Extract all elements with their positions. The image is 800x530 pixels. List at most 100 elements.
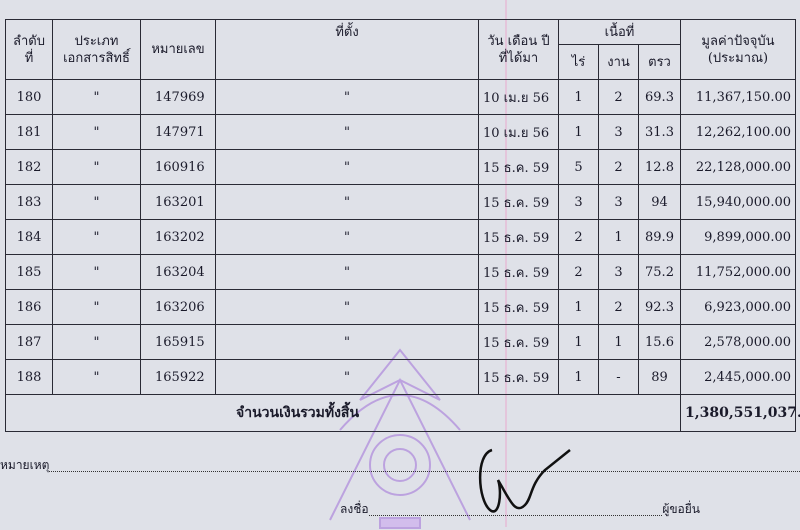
header-number: หมายเลข <box>140 19 216 80</box>
cell-doc-type: " <box>52 254 141 290</box>
signature-icon <box>478 448 571 513</box>
cell-wa: 15.6 <box>638 324 681 360</box>
cell-value: 11,752,000.00 <box>680 254 796 290</box>
cell-doc-type: " <box>52 359 141 395</box>
land-asset-table: ลำดับ ที่ ประเภท เอกสารสิทธิ์ หมายเลข ที… <box>5 19 800 432</box>
cell-ngan: 3 <box>598 184 639 220</box>
cell-ngan: - <box>598 359 639 395</box>
cell-doc-type: " <box>52 324 141 360</box>
cell-order: 180 <box>5 79 53 115</box>
cell-doc-type: " <box>52 149 141 185</box>
table-row: 184 " 163202 " 15 ธ.ค. 59 2 1 89.9 9,899,000.00 <box>5 219 796 255</box>
cell-order: 188 <box>5 359 53 395</box>
cell-number: 163201 <box>140 184 216 220</box>
cell-value: 2,445,000.00 <box>680 359 796 395</box>
total-value: 1,380,551,037.90 <box>680 394 800 432</box>
header-location: ที่ตั้ง <box>215 19 479 80</box>
cell-order: 185 <box>5 254 53 290</box>
cell-date: 10 เม.ย 56 <box>478 114 559 150</box>
cell-date: 15 ธ.ค. 59 <box>478 324 559 360</box>
total-label: จำนวนเงินรวมทั้งสิ้น <box>5 394 681 432</box>
cell-number: 163202 <box>140 219 216 255</box>
sign-label: ลงชื่อ <box>340 502 369 516</box>
table-row: 183 " 163201 " 15 ธ.ค. 59 3 3 94 15,940,000.00 <box>5 184 796 220</box>
header-rai: ไร่ <box>558 44 599 80</box>
cell-wa: 94 <box>638 184 681 220</box>
header-ngan: งาน <box>598 44 639 80</box>
cell-number: 163206 <box>140 289 216 325</box>
cell-date: 15 ธ.ค. 59 <box>478 219 559 255</box>
cell-rai: 1 <box>558 79 599 115</box>
cell-location: " <box>215 149 479 185</box>
cell-order: 186 <box>5 289 53 325</box>
cell-rai: 1 <box>558 289 599 325</box>
signature-line: ลงชื่อ ผู้ขอยื่น <box>340 500 700 519</box>
cell-location: " <box>215 79 479 115</box>
cell-wa: 92.3 <box>638 289 681 325</box>
table-row: 182 " 160916 " 15 ธ.ค. 59 5 2 12.8 22,128,000.00 <box>5 149 796 185</box>
cell-wa: 75.2 <box>638 254 681 290</box>
header-date: วัน เดือน ปี ที่ได้มา <box>478 19 559 80</box>
table-row: 188 " 165922 " 15 ธ.ค. 59 1-89 2,445,000.00 <box>5 359 796 395</box>
cell-location: " <box>215 184 479 220</box>
cell-value: 6,923,000.00 <box>680 289 796 325</box>
cell-order: 183 <box>5 184 53 220</box>
cell-location: " <box>215 219 479 255</box>
table-row: 186 " 163206 " 15 ธ.ค. 59 1 2 92.3 6,923,000.00 <box>5 289 796 325</box>
signer-role: ผู้ขอยื่น <box>662 502 700 516</box>
cell-location: " <box>215 254 479 290</box>
cell-rai: 2 <box>558 254 599 290</box>
header-order: ลำดับ ที่ <box>5 19 53 80</box>
total-row: จำนวนเงินรวมทั้งสิ้น 1,380,551,037.90 <box>5 394 800 432</box>
cell-rai: 1 <box>558 114 599 150</box>
cell-ngan: 3 <box>598 254 639 290</box>
header-area: เนื้อที่ <box>558 19 681 45</box>
cell-wa: 31.3 <box>638 114 681 150</box>
table-row: 181 " 147971 " 10 เม.ย 56 1 3 31.3 12,262,100.00 <box>5 114 796 150</box>
cell-rai: 1 <box>558 359 599 395</box>
cell-rai: 3 <box>558 184 599 220</box>
cell-wa: 12.8 <box>638 149 681 185</box>
cell-value: 15,940,000.00 <box>680 184 796 220</box>
cell-location: " <box>215 289 479 325</box>
cell-ngan: 1 <box>598 219 639 255</box>
table-row: 187 " 165915 " 15 ธ.ค. 59 1 1 15.6 2,578,000.00 <box>5 324 796 360</box>
cell-number: 147969 <box>140 79 216 115</box>
cell-value: 22,128,000.00 <box>680 149 796 185</box>
cell-number: 147971 <box>140 114 216 150</box>
cell-value: 9,899,000.00 <box>680 219 796 255</box>
remark-line: หมายเหตุ <box>0 456 800 475</box>
cell-rai: 5 <box>558 149 599 185</box>
cell-ngan: 2 <box>598 149 639 185</box>
cell-date: 15 ธ.ค. 59 <box>478 359 559 395</box>
cell-ngan: 3 <box>598 114 639 150</box>
cell-ngan: 2 <box>598 289 639 325</box>
table-row: 180 " 147969 " 10 เม.ย 56 1 2 69.3 11,367,150.00 <box>5 79 796 115</box>
cell-doc-type: " <box>52 79 141 115</box>
cell-date: 15 ธ.ค. 59 <box>478 254 559 290</box>
cell-ngan: 1 <box>598 324 639 360</box>
cell-wa: 69.3 <box>638 79 681 115</box>
cell-number: 163204 <box>140 254 216 290</box>
header-doc-type: ประเภท เอกสารสิทธิ์ <box>52 19 141 80</box>
cell-rai: 2 <box>558 219 599 255</box>
remark-label: หมายเหตุ <box>0 458 50 472</box>
cell-date: 15 ธ.ค. 59 <box>478 184 559 220</box>
cell-date: 15 ธ.ค. 59 <box>478 289 559 325</box>
cell-doc-type: " <box>52 219 141 255</box>
cell-location: " <box>215 114 479 150</box>
header-wa: ตรว <box>638 44 681 80</box>
cell-value: 12,262,100.00 <box>680 114 796 150</box>
cell-doc-type: " <box>52 289 141 325</box>
remark-dots <box>49 459 800 472</box>
cell-value: 11,367,150.00 <box>680 79 796 115</box>
sign-dots <box>368 503 663 516</box>
cell-doc-type: " <box>52 114 141 150</box>
cell-wa: 89 <box>638 359 681 395</box>
cell-number: 165915 <box>140 324 216 360</box>
cell-order: 182 <box>5 149 53 185</box>
cell-number: 165922 <box>140 359 216 395</box>
cell-order: 181 <box>5 114 53 150</box>
cell-location: " <box>215 324 479 360</box>
cell-order: 187 <box>5 324 53 360</box>
